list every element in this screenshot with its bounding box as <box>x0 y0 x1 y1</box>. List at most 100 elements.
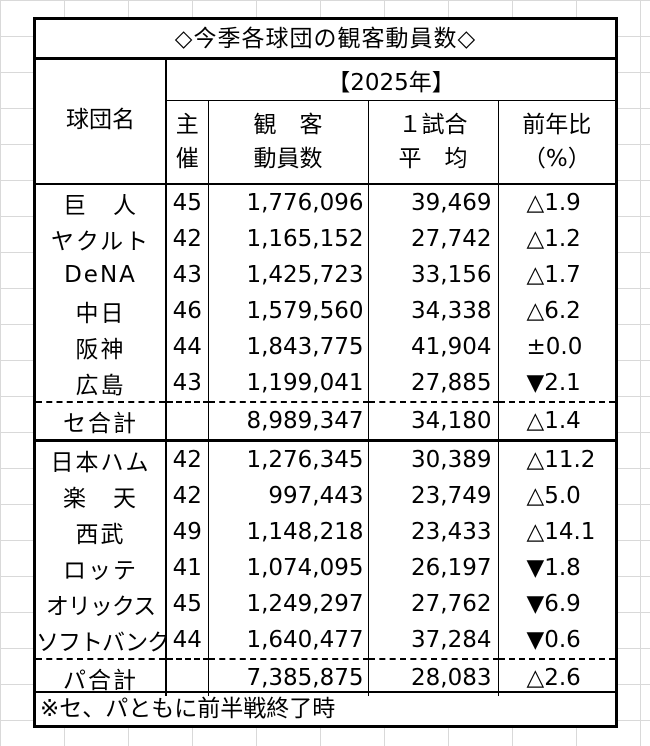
cell-yoy: ▼0.6 <box>526 627 581 653</box>
cell-yoy: △1.7 <box>526 262 581 288</box>
cell-team: オリックス <box>36 586 167 622</box>
cell-attendance: 1,640,477 <box>208 622 369 659</box>
cell-yoy: △2.6 <box>498 658 616 696</box>
cell-average: 39,469 <box>368 183 499 221</box>
header-games-line2: 催 <box>175 146 199 172</box>
cell-yoy: △5.0 <box>526 483 581 509</box>
header-year: 【2025年】 <box>166 60 616 101</box>
cell-average: 34,180 <box>368 401 499 441</box>
cell-team: ロッテ <box>36 550 167 586</box>
cell-team: 巨 人 <box>36 183 167 221</box>
table-row: ソフトバンク 44 1,640,477 37,284 ▼0.6 <box>36 622 615 659</box>
table-row: 巨 人 45 1,776,096 39,469 △1.9 <box>36 183 616 221</box>
cell-yoy: △14.1 <box>526 519 596 545</box>
cell-average: 27,762 <box>368 586 499 622</box>
subtotal-row: セ合計 8,989,347 34,180 △1.4 <box>36 401 616 441</box>
header-attendance: 観 客 動員数 <box>208 100 369 184</box>
cell-games: 41 <box>166 550 209 586</box>
cell-average: 28,083 <box>368 658 499 696</box>
header-attendance-line2: 動員数 <box>253 146 323 172</box>
cell-games: 45 <box>166 183 209 221</box>
cell-team: 西武 <box>36 514 167 550</box>
header-team: 球団名 <box>36 60 167 184</box>
cell-average: 27,742 <box>368 221 499 257</box>
cell-games <box>166 658 209 696</box>
header-average-line2: 平 均 <box>398 146 468 172</box>
cell-yoy: △6.2 <box>526 298 581 324</box>
cell-games: 42 <box>166 221 209 257</box>
cell-team: DeNA <box>36 257 167 293</box>
cell-average: 26,197 <box>368 550 499 586</box>
cell-games: 43 <box>166 365 209 402</box>
cell-attendance: 1,776,096 <box>208 183 369 221</box>
header-yoy: 前年比 （%） <box>498 101 615 185</box>
cell-attendance: 1,425,723 <box>208 257 369 293</box>
cell-yoy: △1.4 <box>498 401 616 441</box>
header-games-line1: 主 <box>175 112 199 138</box>
cell-average: 41,904 <box>368 329 499 365</box>
cell-games: 43 <box>166 257 209 293</box>
header-yoy-line1: 前年比 <box>522 112 592 138</box>
cell-team: 楽 天 <box>36 478 167 514</box>
cell-team: パ合計 <box>36 658 167 696</box>
cell-team: ヤクルト <box>36 221 167 257</box>
cell-attendance: 1,249,297 <box>208 586 369 622</box>
cell-attendance: 1,148,218 <box>208 514 369 550</box>
cell-average: 37,284 <box>368 622 499 659</box>
cell-attendance: 8,989,347 <box>208 401 369 441</box>
cell-yoy: △11.2 <box>498 439 616 478</box>
cell-team: 日本ハム <box>36 439 167 478</box>
cell-attendance: 1,074,095 <box>208 550 369 586</box>
table-row: 日本ハム 42 1,276,345 30,389 △11.2 <box>36 439 616 478</box>
cell-average: 34,338 <box>368 293 499 329</box>
attendance-table: 球団名 【2025年】 主 催 観 客 動員数 １試合 平 均 前年比 （%） … <box>36 60 616 696</box>
cell-attendance: 1,199,041 <box>208 365 369 402</box>
cell-attendance: 1,276,345 <box>208 439 369 478</box>
cell-team: 阪神 <box>36 329 167 365</box>
cell-team: 広島 <box>36 365 167 402</box>
cell-yoy: △1.9 <box>498 183 616 221</box>
cell-games: 42 <box>166 439 209 478</box>
table-row: 西武 49 1,148,218 23,433 △14.1 <box>36 514 615 550</box>
cell-yoy: ▼1.8 <box>526 555 581 581</box>
table-row: 中日 46 1,579,560 34,338 △6.2 <box>36 293 615 329</box>
cell-games: 44 <box>166 622 209 659</box>
table-row: オリックス 45 1,249,297 27,762 ▼6.9 <box>36 586 615 622</box>
table-title: ◇今季各球団の観客動員数◇ <box>36 20 615 60</box>
cell-games: 45 <box>166 586 209 622</box>
cell-games <box>166 401 209 441</box>
header-games: 主 催 <box>166 100 209 184</box>
table-row: DeNA 43 1,425,723 33,156 △1.7 <box>36 257 615 293</box>
cell-average: 23,749 <box>368 478 499 514</box>
cell-yoy: ▼2.1 <box>526 370 581 396</box>
cell-yoy: △1.2 <box>526 226 581 252</box>
table-row: ヤクルト 42 1,165,152 27,742 △1.2 <box>36 221 615 257</box>
table-row: 広島 43 1,199,041 27,885 ▼2.1 <box>36 365 615 402</box>
cell-team: セ合計 <box>36 401 167 441</box>
table-row: 楽 天 42 997,443 23,749 △5.0 <box>36 478 615 514</box>
cell-yoy: ±0.0 <box>526 334 583 360</box>
header-average-line1: １試合 <box>398 112 468 138</box>
cell-games: 49 <box>166 514 209 550</box>
cell-team: 中日 <box>36 293 167 329</box>
header-attendance-line1: 観 客 <box>253 112 323 138</box>
table-row: ロッテ 41 1,074,095 26,197 ▼1.8 <box>36 550 615 586</box>
cell-attendance: 7,385,875 <box>208 658 369 696</box>
cell-attendance: 1,843,775 <box>208 329 369 365</box>
cell-average: 23,433 <box>368 514 499 550</box>
cell-attendance: 1,165,152 <box>208 221 369 257</box>
cell-team: ソフトバンク <box>36 622 167 659</box>
attendance-table-sheet: ◇今季各球団の観客動員数◇ 球団名 【2025年】 主 催 観 客 動員数 １試… <box>33 17 618 728</box>
cell-attendance: 1,579,560 <box>208 293 369 329</box>
subtotal-row: パ合計 7,385,875 28,083 △2.6 <box>36 658 616 696</box>
cell-yoy: ▼6.9 <box>526 591 581 617</box>
table-row: 阪神 44 1,843,775 41,904 ±0.0 <box>36 329 615 365</box>
cell-attendance: 997,443 <box>208 478 369 514</box>
cell-games: 46 <box>166 293 209 329</box>
cell-games: 42 <box>166 478 209 514</box>
header-average: １試合 平 均 <box>368 100 499 184</box>
cell-games: 44 <box>166 329 209 365</box>
footnote: ※セ、パともに前半戦終了時 <box>36 691 615 725</box>
cell-average: 30,389 <box>368 439 499 478</box>
cell-average: 27,885 <box>368 365 499 402</box>
